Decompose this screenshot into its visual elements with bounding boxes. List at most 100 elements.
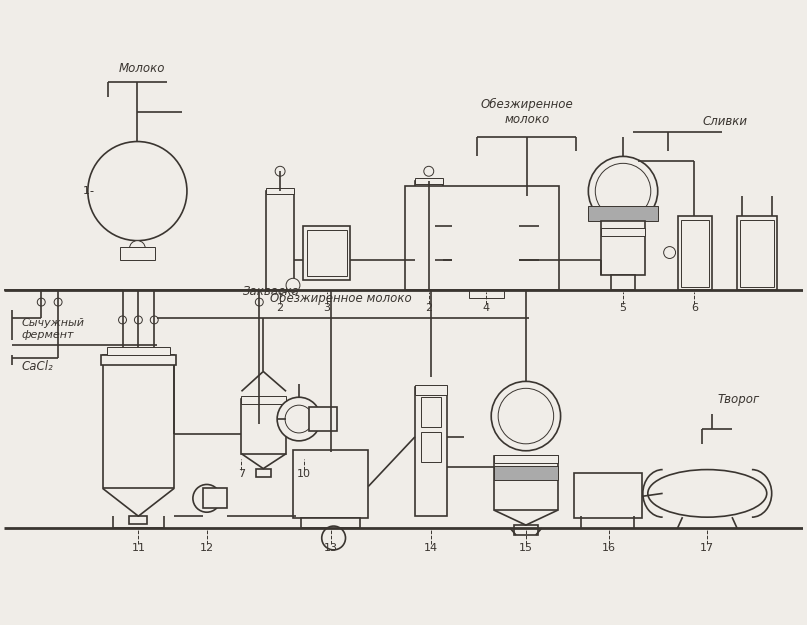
Bar xyxy=(405,186,558,290)
Circle shape xyxy=(255,298,263,306)
Text: 15: 15 xyxy=(519,543,533,553)
Text: Обезжиренное
молоко: Обезжиренное молоко xyxy=(480,98,573,126)
Bar xyxy=(470,188,504,196)
Text: 11: 11 xyxy=(132,543,145,553)
Bar xyxy=(454,196,462,290)
Circle shape xyxy=(663,247,675,259)
Circle shape xyxy=(285,405,313,433)
Bar xyxy=(598,496,618,516)
Bar xyxy=(494,466,558,481)
Text: Сливки: Сливки xyxy=(702,115,747,128)
Text: 13: 13 xyxy=(324,543,337,553)
Bar xyxy=(257,469,271,476)
Circle shape xyxy=(129,241,145,256)
Bar xyxy=(203,488,227,508)
Bar xyxy=(576,474,596,494)
Bar xyxy=(415,181,443,290)
Circle shape xyxy=(498,388,554,444)
Text: 16: 16 xyxy=(602,543,617,553)
Text: 17: 17 xyxy=(700,543,714,553)
Bar xyxy=(601,221,645,276)
Bar xyxy=(575,472,642,518)
Bar xyxy=(415,388,446,516)
Ellipse shape xyxy=(648,469,767,517)
Circle shape xyxy=(277,398,320,441)
Bar xyxy=(737,216,776,290)
Bar xyxy=(611,276,635,290)
Bar xyxy=(680,220,709,288)
Bar xyxy=(326,452,333,516)
Bar xyxy=(107,347,170,354)
Bar xyxy=(241,399,286,454)
Bar xyxy=(241,396,286,404)
Bar xyxy=(415,178,443,184)
Bar xyxy=(355,452,363,516)
Circle shape xyxy=(54,298,62,306)
Bar xyxy=(452,196,519,290)
Bar xyxy=(303,226,350,280)
Bar xyxy=(494,456,558,510)
Bar xyxy=(588,206,658,221)
Bar xyxy=(576,496,596,516)
Bar xyxy=(266,188,294,194)
Text: Закваска: Закваска xyxy=(244,285,300,298)
Bar xyxy=(484,196,492,290)
Text: 2: 2 xyxy=(277,303,284,313)
Bar xyxy=(620,496,640,516)
Circle shape xyxy=(596,163,650,219)
Text: Творог: Творог xyxy=(717,392,759,406)
Text: 5: 5 xyxy=(620,303,626,313)
Text: 6: 6 xyxy=(691,303,698,313)
Bar xyxy=(465,196,472,290)
Text: 7: 7 xyxy=(238,469,245,479)
Bar xyxy=(309,407,337,431)
Bar xyxy=(601,228,645,236)
Bar xyxy=(470,290,504,298)
Text: Молоко: Молоко xyxy=(119,62,165,75)
Bar xyxy=(504,196,512,290)
Bar xyxy=(102,354,174,488)
Text: Обезжиренное молоко: Обезжиренное молоко xyxy=(270,292,412,305)
Bar xyxy=(740,220,774,288)
Text: CaCl₂: CaCl₂ xyxy=(22,359,53,372)
Bar xyxy=(266,191,294,290)
Bar xyxy=(514,525,537,535)
Bar xyxy=(307,230,346,276)
Bar xyxy=(678,216,713,290)
Bar xyxy=(494,455,558,462)
Bar xyxy=(316,452,324,516)
Bar xyxy=(475,196,483,290)
Text: 2: 2 xyxy=(425,303,433,313)
Text: 10: 10 xyxy=(297,469,311,479)
Bar xyxy=(296,452,304,516)
Circle shape xyxy=(424,166,433,176)
Circle shape xyxy=(88,141,187,241)
Text: 1: 1 xyxy=(82,186,90,196)
Circle shape xyxy=(150,316,158,324)
Bar xyxy=(620,474,640,494)
Text: 4: 4 xyxy=(483,303,490,313)
Circle shape xyxy=(37,298,45,306)
Circle shape xyxy=(193,484,220,512)
Circle shape xyxy=(135,316,142,324)
Text: 3: 3 xyxy=(323,303,330,313)
Bar xyxy=(420,398,441,427)
Bar xyxy=(119,247,155,261)
Text: 12: 12 xyxy=(199,543,214,553)
Circle shape xyxy=(119,316,127,324)
Bar xyxy=(301,518,361,528)
Text: 14: 14 xyxy=(424,543,438,553)
Bar xyxy=(129,516,148,524)
Circle shape xyxy=(491,381,561,451)
Bar xyxy=(494,196,502,290)
Bar xyxy=(293,450,368,518)
Circle shape xyxy=(588,156,658,226)
Circle shape xyxy=(275,166,285,176)
Bar xyxy=(598,474,618,494)
Bar xyxy=(415,386,446,395)
Bar xyxy=(345,452,353,516)
Text: Сычужный
фермент: Сычужный фермент xyxy=(22,318,85,339)
Bar xyxy=(420,432,441,462)
Bar xyxy=(306,452,314,516)
Bar xyxy=(336,452,344,516)
